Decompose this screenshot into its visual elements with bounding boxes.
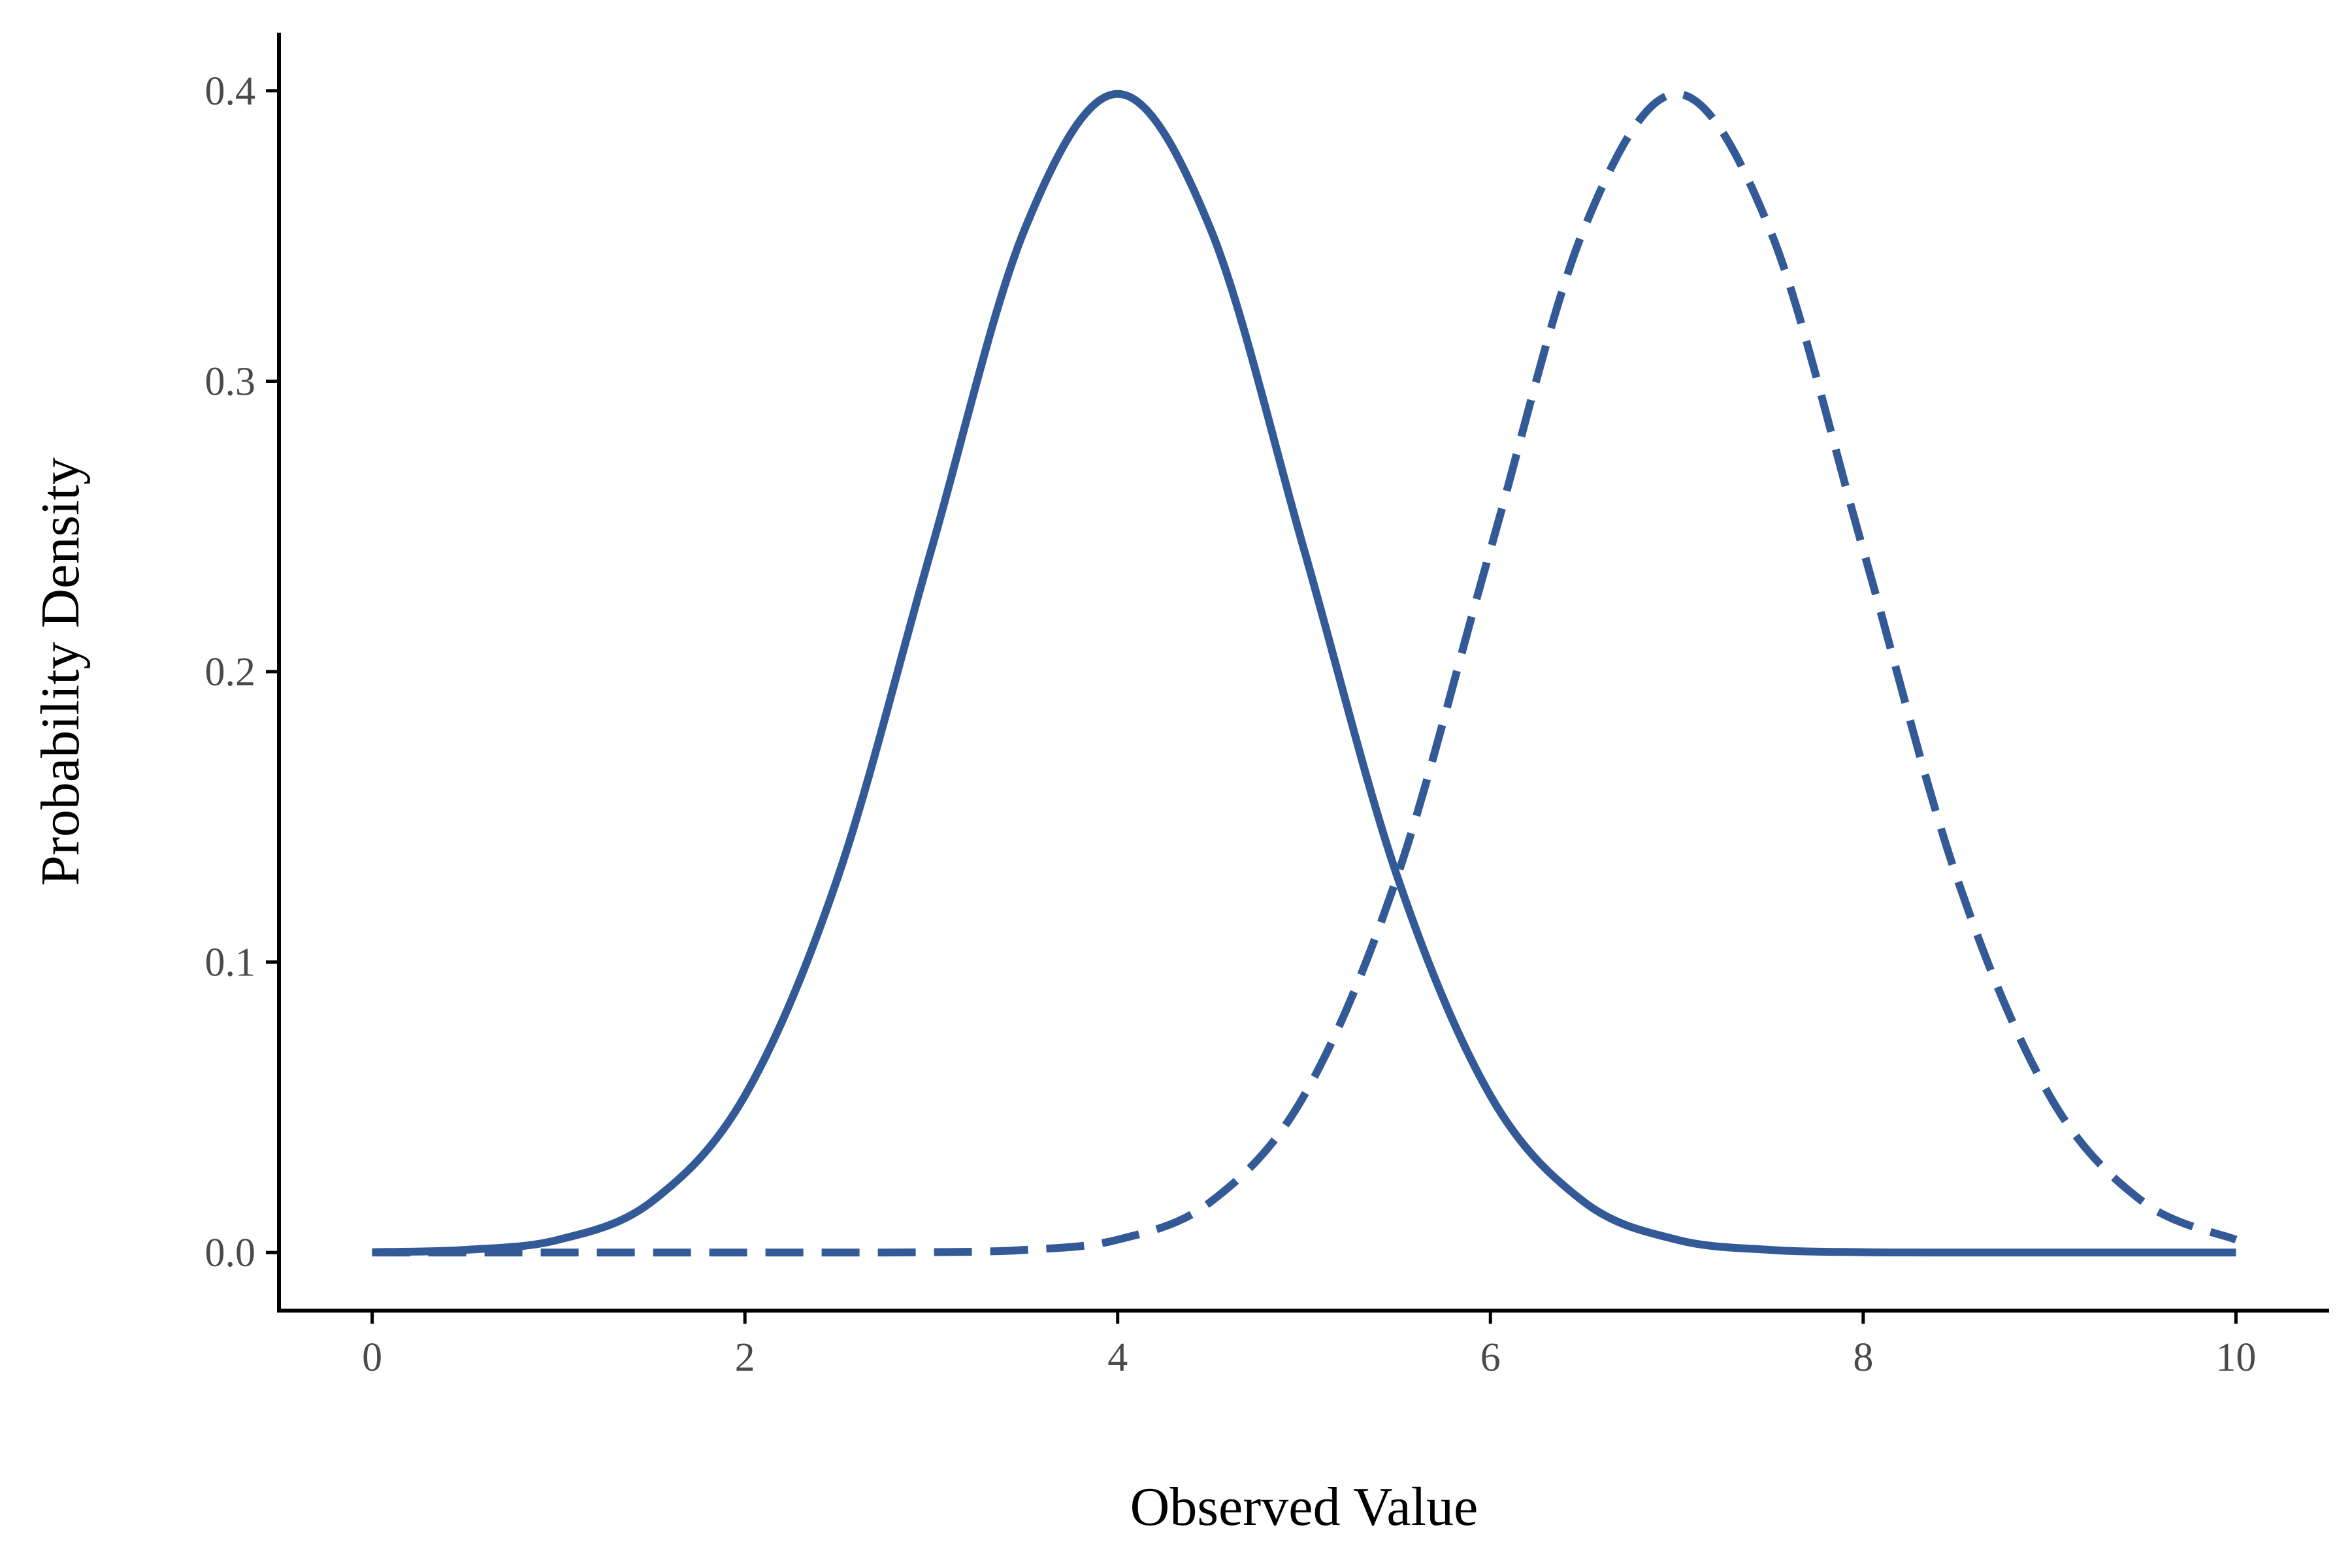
series-layer — [372, 90, 2238, 1257]
x-tick-label: 6 — [1480, 1335, 1501, 1380]
y-tick-label: 0.1 — [205, 941, 256, 985]
y-tick-label: 0.0 — [205, 1231, 256, 1275]
x-tick-label: 2 — [735, 1335, 755, 1380]
x-axis-title: Observed Value — [1130, 1477, 1478, 1537]
x-tick-label: 4 — [1107, 1335, 1128, 1380]
y-axis-title: Probability Density — [30, 457, 91, 886]
x-tick-label: 10 — [2215, 1335, 2256, 1380]
x-tick-label: 8 — [1853, 1335, 1873, 1380]
solid-density-line — [372, 90, 2236, 1257]
dashed-density-line — [372, 90, 2238, 1257]
y-tick-label: 0.2 — [205, 650, 256, 694]
y-axis-ticks: 0.0 0.1 0.2 0.3 0.4 — [205, 69, 279, 1275]
y-tick-label: 0.3 — [205, 359, 256, 404]
y-tick-label: 0.4 — [205, 69, 256, 114]
x-axis-ticks: 0 2 4 6 8 10 — [362, 1311, 2256, 1380]
x-tick-label: 0 — [362, 1335, 382, 1380]
